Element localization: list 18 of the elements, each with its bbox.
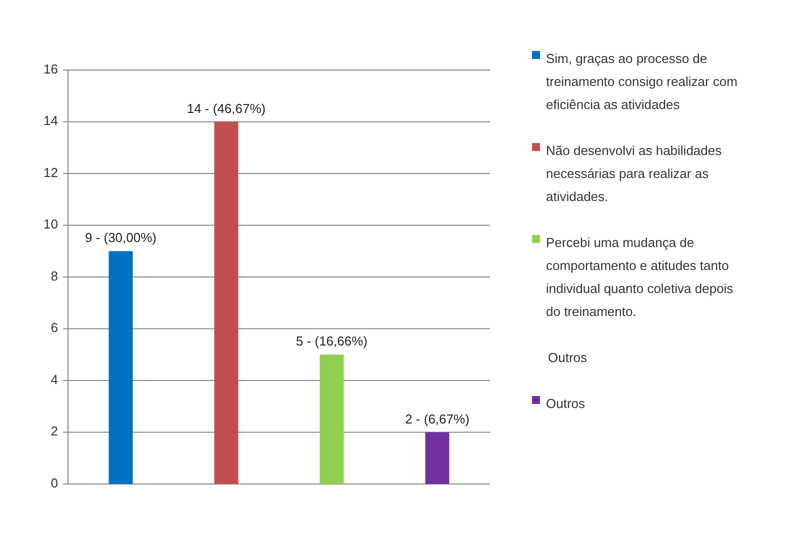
legend-label: Outros — [546, 396, 586, 412]
legend-label: Não desenvolvi as habilidades necessárias para realizar as atividades. — [546, 143, 722, 204]
data-label: 2 - (6,67%) — [405, 411, 470, 426]
legend-label: Percebi uma mudança de comportamento e atitudes tanto individual quanto coletiva depois do treinamento. — [546, 235, 734, 320]
y-tick-label: 0 — [50, 475, 58, 490]
y-tick-label: 6 — [50, 320, 58, 336]
y-tick-label: 4 — [50, 372, 58, 387]
y-tick-label: 10 — [44, 216, 58, 232]
y-tick-label: 12 — [44, 164, 58, 180]
y-tick-label: 2 — [50, 424, 58, 439]
y-tick-label: 8 — [50, 268, 58, 284]
y-tick-label: 16 — [44, 61, 58, 76]
text: Outros — [548, 350, 588, 366]
data-label: 14 - (46,67%) — [186, 100, 266, 116]
legend-label: Sim, graças ao processo de treinamento consigo realizar com eficiência as atividades — [546, 51, 738, 112]
y-tick-label: 14 — [44, 113, 58, 128]
data-label: 5 - (16,66%) — [296, 334, 368, 349]
data-label: 9 - (30,00%) — [84, 230, 157, 246]
